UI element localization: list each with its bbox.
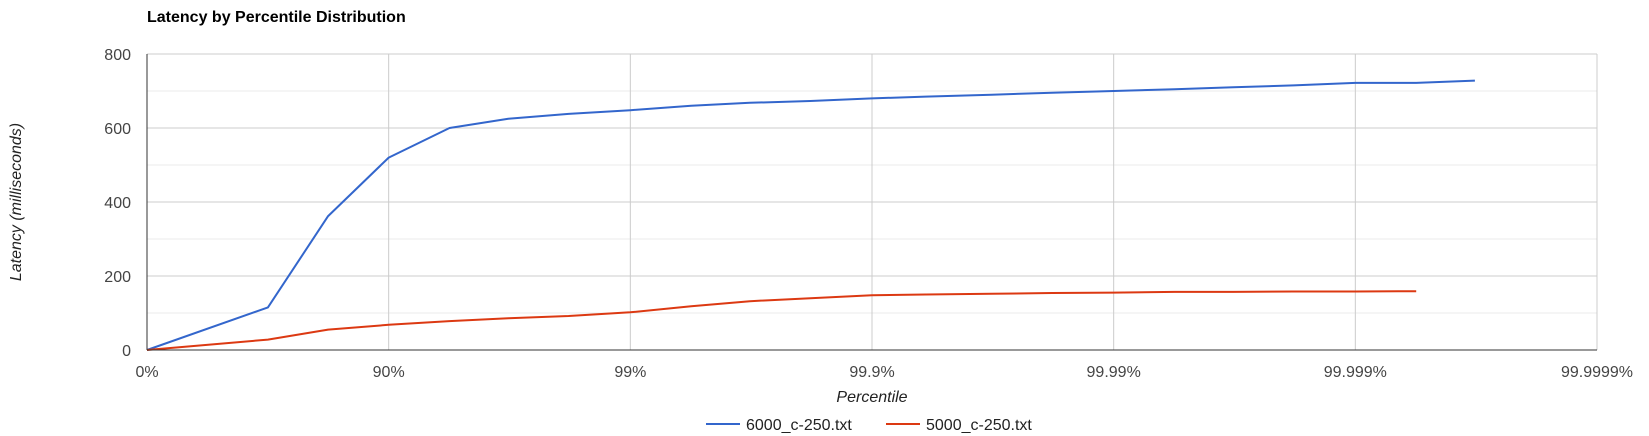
x-tick-label: 99.999% [1324,364,1387,381]
x-tick-label: 99.99% [1087,364,1141,381]
series-line [146,290,1417,351]
legend-label: 5000_c-250.txt [926,417,1032,434]
legend: 6000_c-250.txt 5000_c-250.txt [706,417,1032,434]
y-axis-title: Latency (milliseconds) [8,123,25,281]
x-tick-label: 99% [614,364,646,381]
y-tick-label: 0 [122,343,131,360]
series-lines [146,79,1475,351]
chart-title: Latency by Percentile Distribution [147,9,406,26]
x-tick-label: 99.9999% [1561,364,1633,381]
x-tick-label: 90% [373,364,405,381]
y-tick-label: 400 [104,195,131,212]
x-tick-label: 0% [135,364,158,381]
gridlines [146,53,1598,351]
y-tick-label: 800 [104,47,131,64]
y-tick-labels: 0 200 400 600 800 [104,47,131,360]
y-tick-label: 200 [104,269,131,286]
x-axis-title: Percentile [836,389,907,406]
x-tick-label: 99.9% [849,364,894,381]
legend-label: 6000_c-250.txt [746,417,852,434]
axes [146,54,1597,351]
series-line [146,79,1475,351]
x-tick-labels: 0% 90% 99% 99.9% 99.99% 99.999% 99.9999% [135,364,1633,381]
y-tick-label: 600 [104,121,131,138]
